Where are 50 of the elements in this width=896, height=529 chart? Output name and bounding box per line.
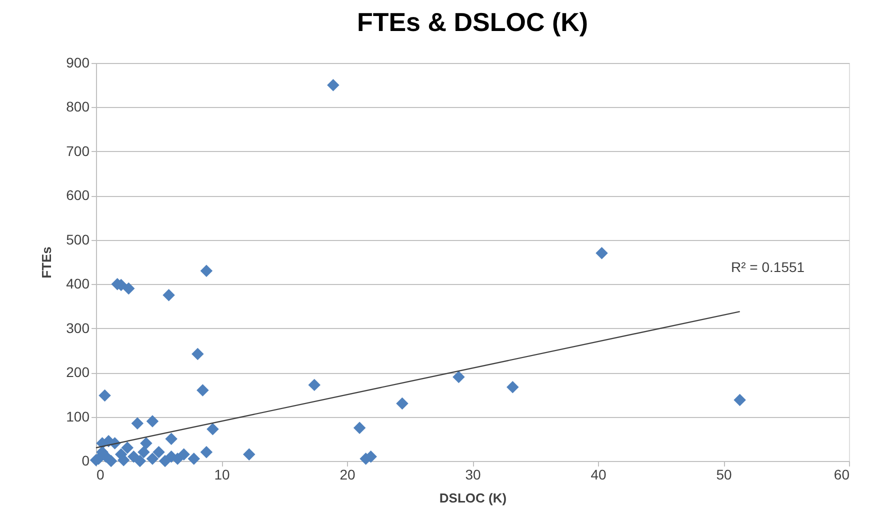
y-tick-label: 900 xyxy=(66,54,90,70)
y-tick-label: 300 xyxy=(66,320,90,336)
y-tick-label: 0 xyxy=(82,452,90,468)
point xyxy=(140,437,152,450)
point xyxy=(188,452,200,465)
point xyxy=(327,78,340,92)
point xyxy=(353,422,366,434)
point xyxy=(131,417,144,430)
x-tick-label: 10 xyxy=(214,466,230,482)
point xyxy=(596,247,608,260)
x-tick-label: 30 xyxy=(465,466,481,482)
y-axis-title: FTEs xyxy=(39,246,54,278)
x-tick-label: 40 xyxy=(590,466,606,482)
y-tick-label: 600 xyxy=(66,187,90,204)
point xyxy=(121,442,134,454)
point xyxy=(122,282,135,295)
y-tick-label: 100 xyxy=(66,408,90,424)
y-tick-label: 700 xyxy=(66,142,90,159)
x-tick-label: 0 xyxy=(96,466,104,482)
point xyxy=(162,289,175,302)
point xyxy=(138,446,150,458)
point xyxy=(206,423,219,436)
y-tick-label: 500 xyxy=(66,231,90,248)
point xyxy=(200,446,213,458)
x-axis-title: DSLOC (K) xyxy=(439,490,507,506)
y-tick-label: 400 xyxy=(66,276,90,292)
x-tick-label: 20 xyxy=(340,466,356,482)
chart-title: FTEs & DSLOC (K) xyxy=(356,7,588,37)
point xyxy=(152,446,165,458)
annotation: R² = 0.1551 xyxy=(731,259,805,275)
point xyxy=(196,384,209,396)
y-tick-label: 200 xyxy=(66,364,90,380)
point xyxy=(146,415,159,428)
point xyxy=(146,452,159,465)
x-tick-label: 60 xyxy=(834,466,850,482)
x-tick-label: 50 xyxy=(716,466,732,482)
point xyxy=(192,348,204,360)
point xyxy=(734,394,746,406)
point xyxy=(98,389,111,402)
point xyxy=(165,432,178,446)
point xyxy=(158,454,172,468)
point xyxy=(506,381,519,394)
point xyxy=(242,448,256,460)
point xyxy=(452,370,465,384)
point xyxy=(308,378,320,392)
point xyxy=(178,448,190,460)
point xyxy=(396,397,408,410)
point xyxy=(200,264,213,277)
point xyxy=(134,454,146,468)
y-tick-label: 800 xyxy=(66,98,90,115)
